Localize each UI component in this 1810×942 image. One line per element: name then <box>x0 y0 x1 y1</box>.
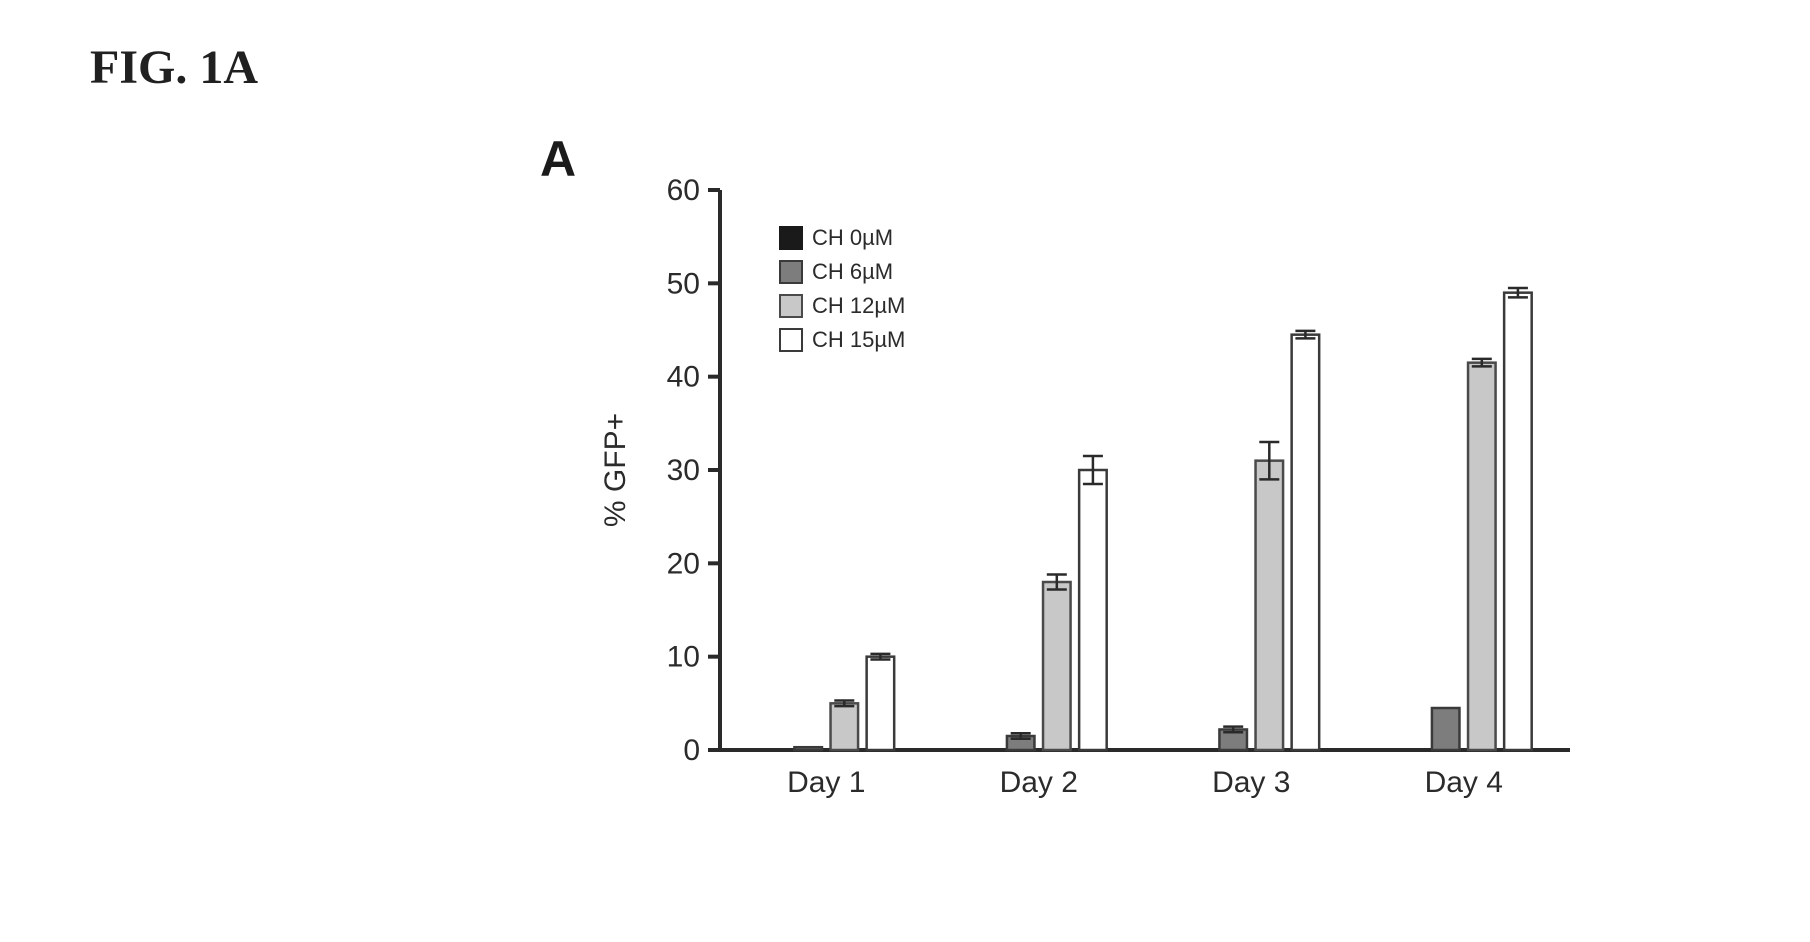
legend-label: CH 12µM <box>812 293 905 318</box>
figure-label: FIG. 1A <box>90 40 258 95</box>
legend-label: CH 15µM <box>812 327 905 352</box>
y-axis-label: % GFP+ <box>599 413 632 527</box>
bar <box>1468 363 1496 750</box>
bar <box>1432 708 1460 750</box>
chart-svg: 0 10 20 30 40 50 60 % GFP+ Day 1 Day 2 Day 3 Day 4 C… <box>570 170 1590 830</box>
y-tick-label: 50 <box>667 267 700 300</box>
legend-swatch <box>780 261 802 283</box>
legend-swatch <box>780 227 802 249</box>
y-tick-label: 10 <box>667 641 700 674</box>
bar <box>1504 293 1532 750</box>
bar <box>867 657 895 750</box>
gfp-chart: 0 10 20 30 40 50 60 % GFP+ Day 1 Day 2 Day 3 Day 4 C… <box>570 170 1590 830</box>
legend-swatch <box>780 295 802 317</box>
bar <box>831 703 859 750</box>
x-tick-label: Day 2 <box>1000 766 1078 799</box>
y-tick-label: 30 <box>667 454 700 487</box>
bar <box>1043 582 1071 750</box>
y-tick-label: 60 <box>667 174 700 207</box>
y-tick-label: 20 <box>667 547 700 580</box>
x-tick-label: Day 3 <box>1212 766 1290 799</box>
legend-label: CH 0µM <box>812 225 893 250</box>
bar <box>1079 470 1107 750</box>
x-tick-label: Day 1 <box>787 766 865 799</box>
y-tick-label: 40 <box>667 361 700 394</box>
bar <box>1256 461 1284 750</box>
legend-swatch <box>780 329 802 351</box>
y-tick-label: 0 <box>683 734 700 767</box>
bar <box>1292 335 1320 750</box>
bar <box>794 747 822 750</box>
x-tick-label: Day 4 <box>1425 766 1503 799</box>
legend-label: CH 6µM <box>812 259 893 284</box>
